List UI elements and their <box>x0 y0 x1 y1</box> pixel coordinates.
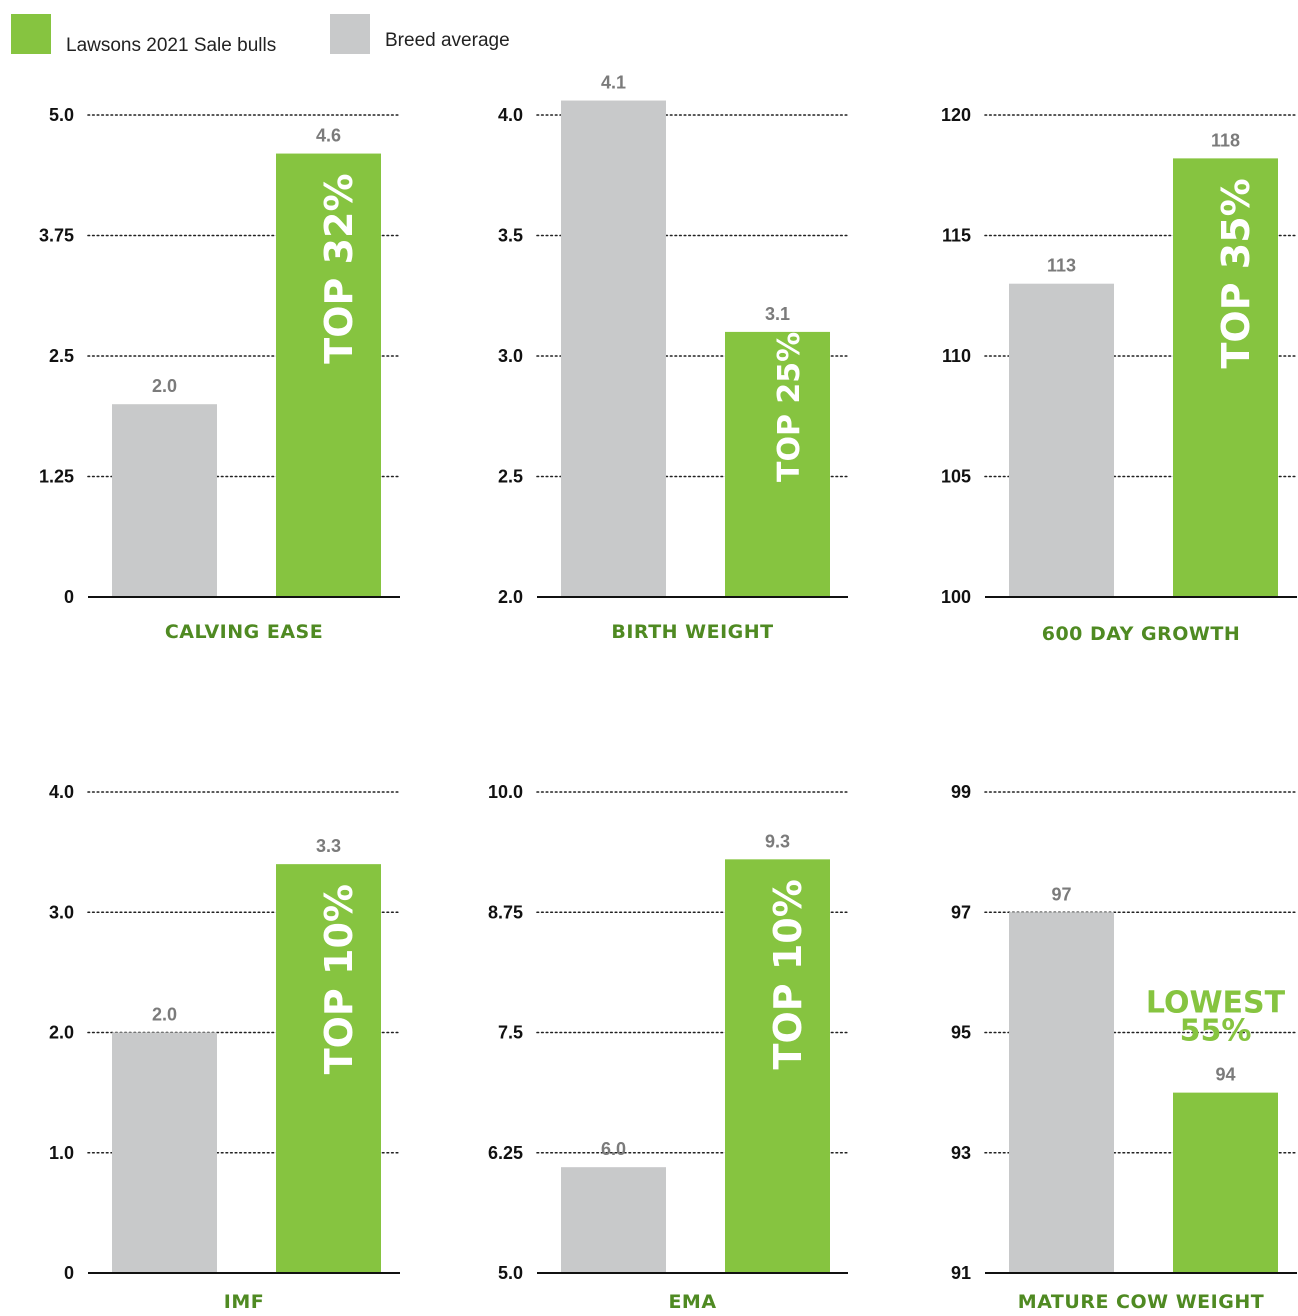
y-tick-label: 5.0 <box>498 1263 523 1283</box>
y-tick-label: 105 <box>941 467 971 487</box>
y-tick-label: 91 <box>951 1263 971 1283</box>
rank-badge-line: LOWEST <box>1146 986 1286 1021</box>
chart-title: CALVING EASE <box>165 621 323 643</box>
bar-value-label: 2.0 <box>152 376 177 396</box>
y-tick-label: 2.0 <box>49 1023 74 1043</box>
y-tick-label: 4.0 <box>49 782 74 802</box>
legend-swatch-sale-bulls <box>11 14 51 54</box>
y-tick-label: 6.25 <box>488 1143 523 1163</box>
y-tick-label: 0 <box>64 1263 74 1283</box>
bar-sale-bulls <box>276 153 381 597</box>
y-tick-label: 99 <box>951 782 971 802</box>
y-tick-label: 97 <box>951 902 971 922</box>
bar-value-label: 6.0 <box>601 1139 626 1159</box>
chart-imf: 0 1.0 2.0 3.0 4.0 2.0 3.3 IMF TOP 10% <box>49 782 401 1313</box>
y-tick-label: 93 <box>951 1143 971 1163</box>
y-tick-label: 2.5 <box>49 346 74 366</box>
bar-value-label: 97 <box>1051 884 1071 904</box>
bar-value-label: 3.1 <box>765 304 790 324</box>
bar-breed-average <box>1009 912 1114 1273</box>
rank-badge: TOP 10% <box>766 879 810 1069</box>
y-tick-label: 2.5 <box>498 467 523 487</box>
bar-sale-bulls <box>276 864 381 1273</box>
y-tick-label: 1.0 <box>49 1143 74 1163</box>
chart-title: EMA <box>668 1291 716 1313</box>
bar-sale-bulls <box>1173 1092 1278 1273</box>
y-tick-label: 3.0 <box>498 346 523 366</box>
chart-title: 600 DAY GROWTH <box>1042 623 1241 645</box>
bar-value-label: 9.3 <box>765 831 790 851</box>
rank-badge: TOP 10% <box>317 884 361 1074</box>
chart-birth-weight: 2.0 2.5 3.0 3.5 4.0 4.1 3.1 BIRTH WEIGHT TOP 25% <box>498 73 849 643</box>
bar-value-label: 4.1 <box>601 73 626 93</box>
bar-value-label: 113 <box>1047 256 1076 276</box>
legend-swatch-breed-average <box>330 14 370 54</box>
y-tick-label: 1.25 <box>39 467 74 487</box>
chart-calving-ease: 0 1.25 2.5 3.75 5.0 2.0 4.6 CALVING EASE TOP 32% <box>39 105 401 643</box>
y-tick-label: 95 <box>951 1023 971 1043</box>
y-tick-label: 5.0 <box>49 105 74 125</box>
y-tick-label: 7.5 <box>498 1023 523 1043</box>
bar-sale-bulls <box>725 331 830 597</box>
legend-label-sale-bulls: Lawsons 2021 Sale bulls <box>66 35 277 56</box>
y-tick-label: 0 <box>64 587 74 607</box>
chart-600-day-growth: 100 105 110 115 120 113 118 600 DAY GROWTH TOP 3… <box>941 105 1298 645</box>
chart-title: MATURE COW WEIGHT <box>1018 1291 1264 1313</box>
bar-breed-average <box>561 100 666 597</box>
bar-breed-average <box>561 1167 666 1273</box>
y-tick-label: 2.0 <box>498 587 523 607</box>
bar-value-label: 118 <box>1211 130 1240 150</box>
rank-badge: TOP 32% <box>317 173 361 363</box>
y-tick-label: 3.0 <box>49 902 74 922</box>
rank-badge: TOP 35% <box>1214 178 1258 368</box>
legend-label-breed-average: Breed average <box>385 30 510 51</box>
rank-badge-line: 55% <box>1180 1014 1252 1049</box>
y-tick-label: 4.0 <box>498 105 523 125</box>
y-tick-label: 115 <box>942 226 971 246</box>
bar-sale-bulls <box>1173 158 1278 597</box>
y-tick-label: 110 <box>942 346 971 366</box>
bar-value-label: 4.6 <box>316 126 341 146</box>
y-tick-label: 120 <box>941 105 971 125</box>
y-tick-label: 100 <box>941 587 971 607</box>
bar-breed-average <box>112 1032 217 1273</box>
y-tick-label: 3.75 <box>39 226 74 246</box>
bar-breed-average <box>1009 283 1114 597</box>
bar-sale-bulls <box>725 859 830 1273</box>
chart-title: IMF <box>224 1291 264 1313</box>
chart-ema: 5.0 6.25 7.5 8.75 10.0 6.0 9.3 EMA TOP 10% <box>488 782 849 1313</box>
bar-breed-average <box>112 404 217 597</box>
y-tick-label: 3.5 <box>498 226 523 246</box>
bar-value-label: 2.0 <box>152 1005 177 1025</box>
rank-badge: TOP 25% <box>772 332 807 482</box>
y-tick-label: 8.75 <box>488 902 523 922</box>
bar-value-label: 3.3 <box>316 836 341 856</box>
bar-value-label: 94 <box>1215 1065 1235 1085</box>
y-tick-label: 10.0 <box>488 782 523 802</box>
chart-title: BIRTH WEIGHT <box>611 621 773 643</box>
